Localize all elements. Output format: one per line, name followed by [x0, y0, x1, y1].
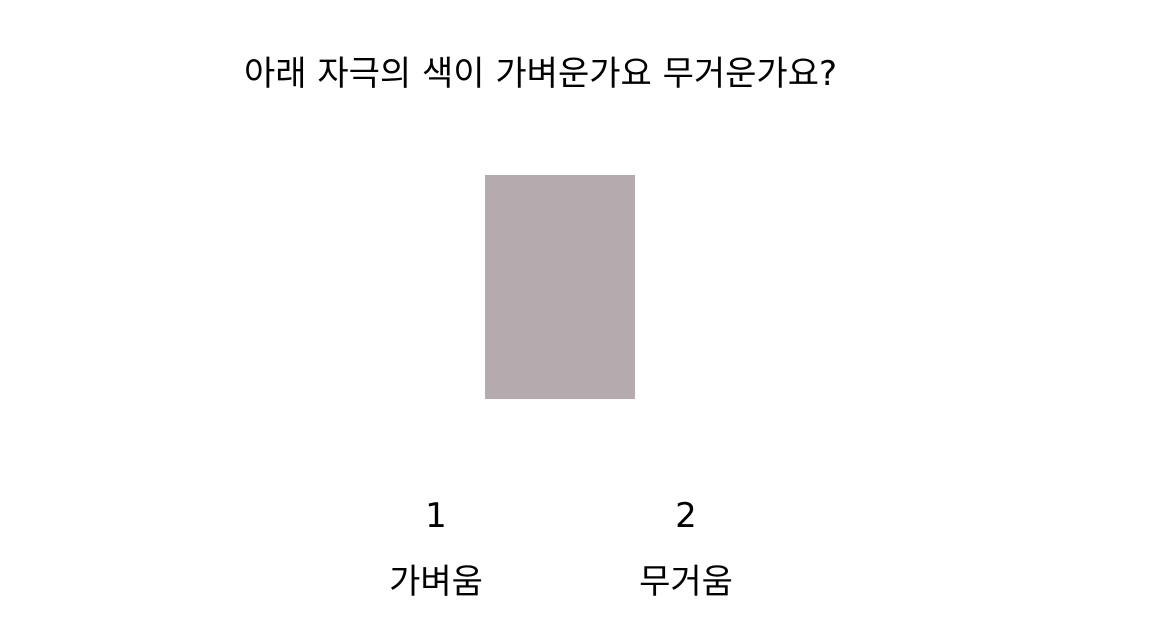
option-heavy-label: 무거움	[639, 562, 733, 602]
question-text: 아래 자극의 색이 가벼운가요 무거운가요?	[244, 54, 838, 94]
color-stimulus-rectangle	[485, 175, 635, 399]
option-light-key: 1	[425, 496, 447, 536]
option-heavy-key: 2	[675, 496, 697, 536]
option-light[interactable]: 1 가벼움	[356, 494, 516, 604]
option-light-label: 가벼움	[389, 562, 483, 602]
option-heavy[interactable]: 2 무거움	[606, 494, 766, 604]
